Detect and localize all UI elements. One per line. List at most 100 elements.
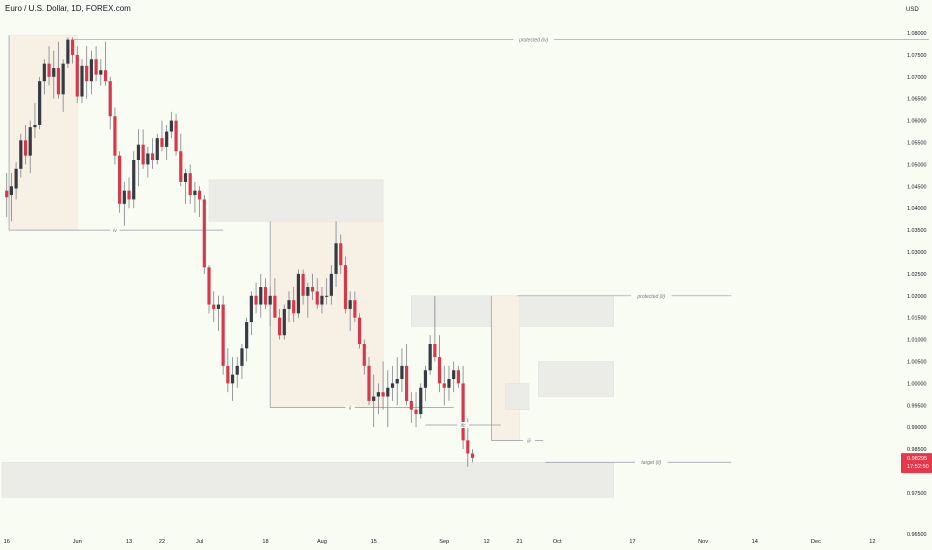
- candle-body: [155, 138, 159, 161]
- candle-body: [14, 168, 18, 189]
- candle-83: [395, 357, 399, 406]
- zone-6: [538, 361, 614, 397]
- candle-body: [419, 387, 423, 415]
- x-tick-15: Dec: [811, 539, 821, 545]
- candle-body: [127, 190, 131, 200]
- candle-95: [452, 361, 456, 393]
- y-tick-22: 0.96500: [907, 532, 927, 538]
- candle-53: [254, 282, 258, 314]
- candle-57: [273, 278, 277, 318]
- candle-43: [207, 265, 211, 314]
- candle-2: [14, 162, 18, 200]
- candle-body: [329, 273, 333, 296]
- candle-body: [193, 190, 197, 196]
- candle-body: [456, 370, 460, 384]
- candle-92: [437, 335, 442, 393]
- candle-body: [5, 190, 9, 198]
- candle-body: [122, 190, 126, 204]
- candle-52: [249, 291, 253, 336]
- annotation-label-bg-2: [345, 404, 355, 411]
- candle-77: [367, 357, 371, 406]
- candle-46: [221, 295, 225, 375]
- candle-body: [428, 343, 432, 371]
- candle-body: [226, 365, 230, 384]
- candle-body: [423, 370, 428, 388]
- candle-body: [259, 287, 263, 305]
- candle-body: [33, 124, 37, 128]
- y-tick-16: 1.00000: [907, 381, 927, 387]
- time-axis[interactable]: 16 Jun 13 22 Jul 18 Aug 15 Sep 12 21 Oct 17 Nov 14 Dec 1…: [4, 539, 876, 545]
- candle-91: [433, 295, 437, 362]
- candle-41: [198, 186, 202, 217]
- x-tick-2: 13: [126, 539, 132, 545]
- candle-85: [405, 343, 409, 406]
- candle-body: [42, 63, 46, 82]
- y-tick-10: 1.03000: [907, 250, 927, 256]
- candle-30: [146, 146, 150, 178]
- candle-27: [132, 151, 136, 209]
- candle-body: [113, 116, 117, 156]
- y-tick-6: 1.05000: [907, 162, 927, 168]
- candle-71: [339, 234, 343, 274]
- candle-body: [75, 54, 79, 97]
- x-tick-16: 12: [869, 539, 875, 545]
- zone-4: [491, 295, 520, 441]
- candle-body: [390, 383, 395, 388]
- candle-76: [362, 339, 366, 375]
- candle-body: [306, 287, 310, 296]
- candle-body: [38, 81, 42, 125]
- y-tick-19: 0.98500: [907, 447, 927, 453]
- candle-body: [268, 295, 272, 305]
- candle-body: [395, 379, 399, 384]
- candle-67: [320, 287, 324, 314]
- x-tick-8: Sep: [439, 539, 449, 545]
- candle-body: [386, 387, 390, 397]
- y-tick-5: 1.05500: [907, 141, 927, 147]
- candle-body: [409, 400, 413, 410]
- candle-body: [66, 39, 70, 64]
- x-tick-12: 17: [629, 539, 635, 545]
- candle-6: [33, 103, 37, 139]
- candle-body: [165, 131, 169, 147]
- candle-64: [306, 282, 310, 318]
- candle-body: [470, 453, 475, 458]
- candle-84: [400, 348, 404, 393]
- candle-5: [28, 120, 32, 174]
- candle-body: [207, 267, 211, 305]
- candle-body: [301, 273, 305, 296]
- candle-26: [127, 177, 131, 209]
- y-tick-4: 1.06000: [907, 119, 927, 125]
- candle-14: [70, 37, 75, 64]
- candle-22: [108, 76, 112, 130]
- candle-72: [343, 256, 348, 314]
- candle-86: [409, 392, 413, 423]
- candle-body: [249, 295, 253, 323]
- candle-37: [179, 133, 183, 187]
- candle-body: [339, 243, 343, 266]
- candle-body: [198, 190, 202, 200]
- candle-body: [28, 127, 32, 156]
- candle-body: [343, 265, 348, 309]
- candle-body: [85, 65, 89, 82]
- candle-body: [442, 383, 446, 388]
- candle-body: [405, 365, 409, 401]
- candle-body: [47, 63, 51, 77]
- candle-33: [160, 120, 164, 152]
- candle-99: [470, 449, 475, 463]
- candle-body: [414, 409, 418, 415]
- candle-44: [212, 291, 216, 323]
- candle-body: [230, 374, 235, 384]
- candle-47: [226, 348, 230, 393]
- annotation-label-bg-4: [457, 422, 469, 429]
- candle-7: [38, 76, 42, 130]
- candle-body: [273, 295, 277, 318]
- candle-13: [66, 37, 70, 69]
- candle-12: [61, 59, 65, 112]
- x-tick-13: Nov: [698, 539, 708, 545]
- candle-63: [301, 269, 305, 305]
- annotation-label-3: protected (ii): [636, 294, 665, 300]
- candle-body: [362, 343, 366, 366]
- candle-38: [183, 168, 188, 204]
